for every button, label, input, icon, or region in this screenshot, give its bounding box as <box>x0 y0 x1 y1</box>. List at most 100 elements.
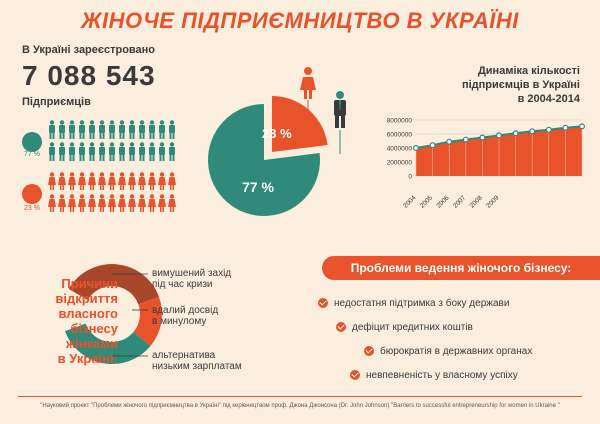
x-tick-label: 2009 <box>485 194 500 209</box>
reasons-title-line: в Україні: <box>57 351 118 366</box>
women-badge-label: 23 % <box>24 205 40 212</box>
woman-figure <box>98 194 106 212</box>
reasons-title-line: бізнесу <box>70 321 118 336</box>
problem-item: невпевненість у власному успіху <box>350 370 518 381</box>
x-tick-label: 2006 <box>435 194 450 209</box>
woman-figure <box>78 172 86 190</box>
man-figure <box>169 142 175 161</box>
y-tick-label: 8000000 <box>387 118 413 125</box>
reason-item: альтернатива низьким зарплатам <box>152 350 242 372</box>
reasons-title: Причини відкриття власного бізнесу жінка… <box>26 276 118 366</box>
man-figure <box>129 142 135 161</box>
trend-point <box>545 126 552 133</box>
y-tick-label: 4000000 <box>387 146 413 153</box>
woman-figure <box>138 194 146 212</box>
pie-slice-women <box>272 96 328 152</box>
woman-figure <box>138 172 146 190</box>
man-figure <box>129 120 135 139</box>
man-figure <box>49 142 55 161</box>
reason-line: в минулому <box>152 316 207 327</box>
man-figure <box>149 120 155 139</box>
woman-figure <box>108 194 116 212</box>
x-tick-label: 2004 <box>402 194 417 209</box>
problem-item: дефіцит кредитних коштів <box>336 322 473 333</box>
trend-point <box>496 132 503 139</box>
woman-figure <box>148 172 156 190</box>
woman-figure <box>58 194 66 212</box>
woman-figure <box>158 194 166 212</box>
y-tick-label: 0 <box>408 174 412 181</box>
woman-figure <box>118 172 126 190</box>
registered-sublabel: Підприємців <box>22 96 91 108</box>
reason-line: під час кризи <box>152 279 213 290</box>
check-icon <box>336 322 346 333</box>
woman-figure <box>168 172 176 190</box>
problem-text: дефіцит кредитних коштів <box>352 322 473 333</box>
women-icons <box>48 172 176 212</box>
man-figure <box>159 120 165 139</box>
trend-point <box>412 145 419 152</box>
woman-figure <box>68 194 76 212</box>
man-figure <box>79 120 85 139</box>
men-icons <box>49 120 175 161</box>
page-title: ЖІНОЧЕ ПІДПРИЄМНИЦТВО В УКРАЇНІ <box>81 8 519 33</box>
man-figure <box>59 142 65 161</box>
woman-figure <box>128 194 136 212</box>
man-figure <box>69 120 75 139</box>
woman-figure <box>108 172 116 190</box>
man-figure <box>159 142 165 161</box>
trend-title-line-1: Динаміка кількості <box>477 65 580 77</box>
trend-point <box>429 142 436 149</box>
problem-item: бюрократія в державних органах <box>364 346 532 357</box>
problems-banner: Проблеми ведення жіночого бізнесу: <box>322 256 600 280</box>
y-tick-label: 2000000 <box>387 160 413 167</box>
woman-figure <box>168 194 176 212</box>
woman-figure <box>78 194 86 212</box>
trend-point <box>579 123 586 130</box>
reason-line: вимушений захід <box>152 268 232 279</box>
trend-title: Динаміка кількості підприємців в Україні… <box>420 64 580 106</box>
man-figure <box>139 120 145 139</box>
woman-figure <box>98 172 106 190</box>
reasons-title-line: Причини <box>61 276 118 291</box>
man-figure <box>59 120 65 139</box>
women-badge <box>22 184 42 204</box>
registered-number: 7 088 543 <box>22 60 156 91</box>
man-figure <box>69 142 75 161</box>
footer-divider <box>18 396 582 397</box>
woman-figure <box>118 194 126 212</box>
man-figure <box>99 142 105 161</box>
man-figure <box>109 142 115 161</box>
reasons-title-line: відкриття <box>55 291 118 306</box>
donut-segment-salary <box>65 323 151 364</box>
check-icon <box>318 298 328 309</box>
man-figure <box>89 120 95 139</box>
man-figure <box>139 142 145 161</box>
trend-point <box>562 124 569 131</box>
trend-point <box>529 128 536 135</box>
trend-point <box>479 134 486 141</box>
trend-title-line-3: в 2004-2014 <box>517 93 580 105</box>
reason-line: низьким зарплатам <box>152 361 242 372</box>
footer-source: "Науковий проект "Проблеми жіночого підп… <box>40 403 560 409</box>
reason-item: вдалий досвід в минулому <box>152 305 218 327</box>
man-icon <box>334 91 346 154</box>
gender-pie-chart: 23 % 77 % <box>208 67 346 216</box>
x-tick-label: 2008 <box>469 194 484 209</box>
check-icon <box>350 370 360 381</box>
woman-figure <box>158 172 166 190</box>
people-icon-grid: 77 % 23 % <box>22 120 176 212</box>
trend-point <box>512 130 519 137</box>
check-icon <box>364 346 374 357</box>
man-figure <box>89 142 95 161</box>
reason-line: вдалий досвід <box>152 305 219 316</box>
woman-figure <box>148 194 156 212</box>
woman-figure <box>48 172 56 190</box>
y-tick-label: 6000000 <box>387 132 413 139</box>
man-figure <box>119 120 125 139</box>
trend-point <box>446 138 453 145</box>
man-figure <box>49 120 55 139</box>
man-figure <box>79 142 85 161</box>
trend-title-line-2: підприємців в Україні <box>461 79 580 91</box>
